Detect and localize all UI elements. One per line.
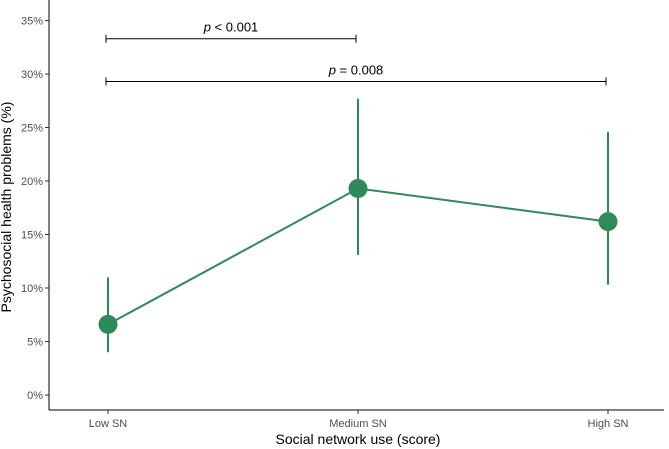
x-tick-label: High SN bbox=[588, 418, 629, 430]
significance-label: p < 0.001 bbox=[203, 20, 259, 35]
significance-label: p = 0.008 bbox=[328, 62, 384, 77]
x-tick-label: Low SN bbox=[89, 418, 128, 430]
x-tick-label: Medium SN bbox=[329, 418, 387, 430]
data-point bbox=[98, 314, 118, 334]
y-tick-label: 0% bbox=[27, 390, 43, 402]
y-axis: 0% 5% 10% 15% 20% 25% 30% 35% bbox=[21, 0, 50, 410]
y-tick-label: 25% bbox=[21, 123, 43, 135]
x-axis-title: Social network use (score) bbox=[276, 431, 441, 447]
y-axis-title: Psychosocial health problems (%) bbox=[0, 102, 14, 313]
data-point bbox=[598, 212, 618, 232]
significance-brackets: p < 0.001 p = 0.008 bbox=[105, 20, 607, 86]
y-tick-label: 15% bbox=[21, 230, 43, 242]
y-tick-label: 30% bbox=[21, 69, 43, 81]
x-axis: Low SN Medium SN High SN bbox=[49, 409, 664, 430]
y-tick-label: 5% bbox=[27, 337, 43, 349]
y-tick-label: 20% bbox=[21, 176, 43, 188]
series-layer bbox=[98, 98, 618, 353]
y-tick-label: 10% bbox=[21, 283, 43, 295]
y-tick-label: 35% bbox=[21, 16, 43, 28]
data-point bbox=[348, 178, 368, 198]
